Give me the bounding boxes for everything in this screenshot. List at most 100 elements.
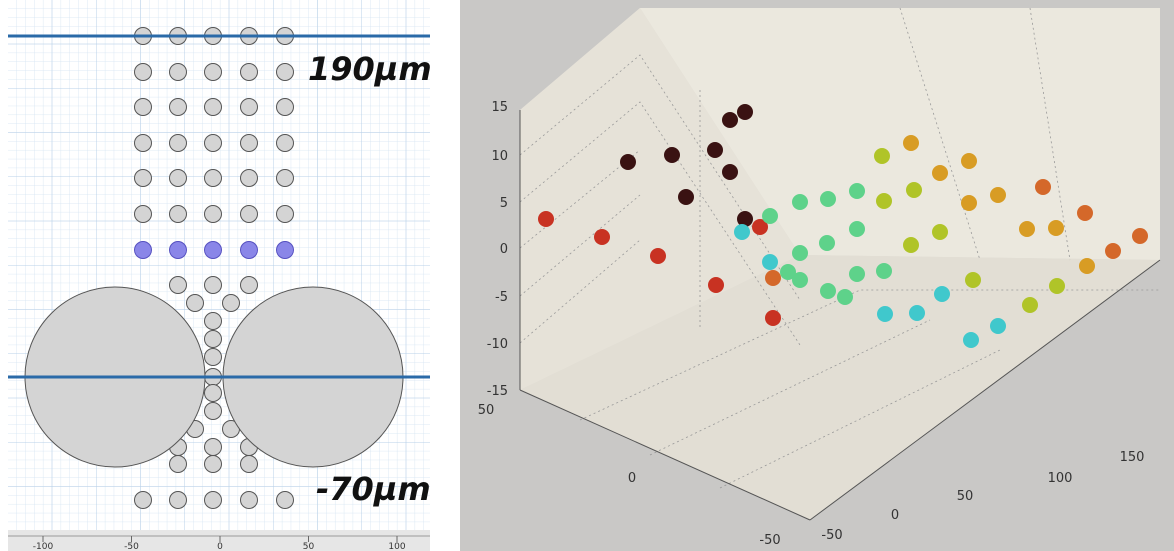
scatter-dot <box>906 182 922 198</box>
scatter-dot <box>678 189 694 205</box>
scatter-dot <box>903 237 919 253</box>
scatter-dot <box>792 245 808 261</box>
pillar <box>240 455 258 473</box>
x-tick-label: 100 <box>1048 471 1073 486</box>
scatter-dot <box>934 286 950 302</box>
pillar <box>169 63 187 81</box>
scatter-dot <box>752 219 768 235</box>
pillar <box>204 134 222 152</box>
pillar <box>204 330 222 348</box>
pillar <box>134 205 152 223</box>
x-tick-label: 0 <box>891 508 899 523</box>
pillar <box>134 98 152 116</box>
pillar <box>276 134 294 152</box>
scatter-dot <box>792 272 808 288</box>
scatter-dot <box>874 148 890 164</box>
scatter-dot <box>932 224 948 240</box>
scatter-dot <box>538 211 554 227</box>
pillar <box>240 276 258 294</box>
geometry-panel: 190µm -70µm -100 -50 0 50 100 <box>8 0 432 551</box>
pillar <box>204 438 222 456</box>
scatter-dot <box>837 289 853 305</box>
label-bottom: -70µm <box>316 470 431 508</box>
scatter-dot <box>849 266 865 282</box>
pillar <box>169 134 187 152</box>
scatter-dot <box>1077 205 1093 221</box>
x-tick-label: 50 <box>957 489 974 504</box>
pillar-highlight <box>169 241 187 259</box>
scatter-dot <box>650 248 666 264</box>
pillar <box>169 455 187 473</box>
pillar-highlight <box>204 241 222 259</box>
pillar <box>276 491 294 509</box>
scatter-dot <box>1022 297 1038 313</box>
y-tick-label: 0 <box>628 471 636 486</box>
scatter-dot <box>737 211 753 227</box>
pillar <box>134 134 152 152</box>
pillar <box>240 134 258 152</box>
scatter-dot <box>1105 243 1121 259</box>
scatter-dot <box>1079 258 1095 274</box>
pillar-highlight <box>134 241 152 259</box>
scatter-dot <box>932 165 948 181</box>
pillar <box>204 169 222 187</box>
scatter-dot <box>990 318 1006 334</box>
pillar <box>204 312 222 330</box>
scatter-dot <box>849 221 865 237</box>
ruler <box>8 530 430 551</box>
pillar <box>134 63 152 81</box>
pillar <box>204 384 222 402</box>
scatter-dot <box>1049 278 1065 294</box>
z-tick-label: -10 <box>487 337 508 352</box>
scatter-dot <box>780 264 796 280</box>
scatter-dot <box>594 229 610 245</box>
z-tick-label: 10 <box>491 149 508 164</box>
pillar <box>276 205 294 223</box>
ruler-label: 50 <box>303 542 315 551</box>
scatter-dot <box>1019 221 1035 237</box>
z-tick-label: 0 <box>500 242 508 257</box>
scatter-dot <box>762 208 778 224</box>
scatter-dot <box>708 277 724 293</box>
pillar <box>240 205 258 223</box>
pillar <box>240 98 258 116</box>
y-tick-label: -50 <box>759 533 780 548</box>
z-tick-label: -5 <box>495 290 508 305</box>
scatter-dot <box>1132 228 1148 244</box>
pillar <box>169 98 187 116</box>
pillar <box>204 98 222 116</box>
pillar <box>134 169 152 187</box>
y-tick-label: 50 <box>478 403 495 418</box>
scatter-dot <box>965 272 981 288</box>
label-top: 190µm <box>308 50 432 88</box>
pillar <box>204 455 222 473</box>
scatter-dot <box>820 283 836 299</box>
scatter-dot <box>792 194 808 210</box>
scatter-dot <box>820 191 836 207</box>
pillar <box>169 169 187 187</box>
scatter-dot <box>734 224 750 240</box>
x-tick-label: 150 <box>1120 450 1145 465</box>
scatter-dot <box>909 305 925 321</box>
scatter-dot <box>1048 220 1064 236</box>
z-tick-label: 15 <box>491 100 508 115</box>
pillar <box>169 276 187 294</box>
pillar <box>134 491 152 509</box>
z-tick-label: 5 <box>500 196 508 211</box>
scatter-dot <box>849 183 865 199</box>
pillar <box>186 294 204 312</box>
pillar <box>204 205 222 223</box>
pillar <box>204 348 222 366</box>
scatter-dot <box>819 235 835 251</box>
scatter-dot <box>1035 179 1051 195</box>
pillar <box>240 169 258 187</box>
pillar <box>276 169 294 187</box>
pillar <box>204 402 222 420</box>
pillar <box>276 63 294 81</box>
scatter-dot <box>722 164 738 180</box>
pillar <box>276 98 294 116</box>
ruler-label: 0 <box>217 542 223 551</box>
pillar <box>240 63 258 81</box>
scatter-dot <box>707 142 723 158</box>
